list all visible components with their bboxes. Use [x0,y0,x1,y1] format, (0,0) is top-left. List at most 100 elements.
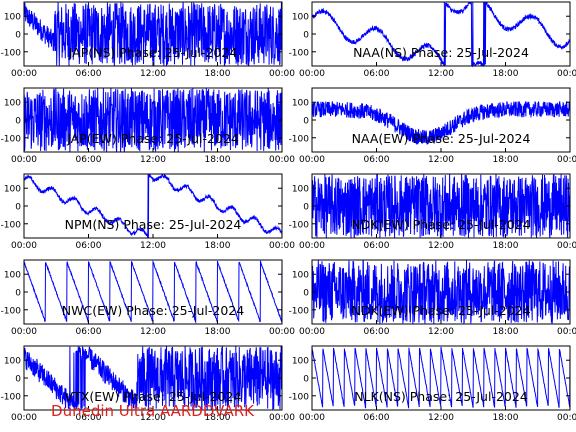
x-tick-label: 18:00 [205,69,231,79]
x-tick-label: 00:00 [11,69,37,79]
x-tick-label: 12:00 [140,69,166,79]
y-tick-label: 100 [4,357,21,367]
x-tick-label: 06:00 [364,413,390,423]
y-tick-label: 100 [292,99,309,109]
y-tick-label: 100 [4,185,21,195]
panel-title: NDK(EW) Phase: 25-Jul-2024 [351,303,530,318]
x-tick-label: 18:00 [493,155,519,165]
panel-title: NAA(EW) Phase: 25-Jul-2024 [352,131,531,146]
y-tick-label: -100 [289,134,310,144]
x-tick-label: 18:00 [493,69,519,79]
x-tick-label: 06:00 [76,69,102,79]
phase-series-line [311,346,571,409]
y-tick-label: -100 [289,48,310,58]
phase-panel: 100 0 -100 00:00 06:00 12:00 18:00 00:00 NDK(EW)… [289,173,576,251]
x-tick-label: 00:00 [557,69,576,79]
footer-label: Dunedin Ultra AARDDVARK [51,402,254,420]
panel-title: JAP(NS) Phase: 25-Jul-2024 [68,45,238,60]
x-tick-label: 12:00 [428,241,454,251]
y-tick-label: 0 [15,289,21,299]
y-tick-label: 100 [4,13,21,23]
x-tick-label: 06:00 [364,327,390,337]
panel-title: NAA(NS) Phase: 25-Jul-2024 [353,45,529,60]
y-tick-label: -100 [1,392,22,402]
x-tick-label: 06:00 [364,69,390,79]
y-tick-label: -100 [1,220,22,230]
x-tick-label: 12:00 [140,241,166,251]
x-tick-label: 06:00 [76,327,102,337]
y-tick-label: 100 [4,271,21,281]
x-tick-label: 12:00 [428,327,454,337]
y-tick-label: 0 [303,31,309,41]
x-tick-label: 06:00 [364,241,390,251]
x-tick-label: 06:00 [76,413,102,423]
y-tick-label: 100 [292,13,309,23]
x-tick-label: 00:00 [269,413,295,423]
x-tick-label: 00:00 [557,413,576,423]
phase-series-line [23,87,283,153]
x-tick-label: 00:00 [11,327,37,337]
phase-panel: 100 0 -100 00:00 06:00 12:00 18:00 00:00 JAP(NS)… [1,1,295,79]
x-tick-label: 12:00 [140,327,166,337]
y-tick-label: 100 [292,185,309,195]
x-tick-label: 00:00 [557,327,576,337]
x-tick-label: 00:00 [269,327,295,337]
y-tick-label: 0 [15,375,21,385]
x-tick-label: 00:00 [11,241,37,251]
y-tick-label: 100 [4,99,21,109]
phase-series-line [311,173,571,238]
phase-panel: 100 0 -100 00:00 06:00 12:00 18:00 00:00 NAA(NS)… [289,1,576,79]
phase-series-line [23,345,283,410]
phase-series-line [311,1,571,68]
y-tick-label: 0 [303,117,309,127]
x-tick-label: 00:00 [11,155,37,165]
x-tick-label: 12:00 [140,155,166,165]
phase-panel: 100 0 -100 00:00 06:00 12:00 18:00 00:00 VTX(EW)… [1,345,295,423]
x-tick-label: 18:00 [205,241,231,251]
x-tick-label: 18:00 [493,413,519,423]
y-tick-label: -100 [1,48,22,58]
phase-series-line [311,259,571,325]
panel-title: NDK(EW) Phase: 25-Jul-2024 [351,217,530,232]
x-tick-label: 06:00 [364,155,390,165]
x-tick-label: 00:00 [557,241,576,251]
y-tick-label: -100 [289,220,310,230]
panel-title: NPM(NS) Phase: 25-Jul-2024 [65,217,242,232]
x-tick-label: 00:00 [299,69,325,79]
phase-panel: 100 0 -100 00:00 06:00 12:00 18:00 00:00 NPM(NS)… [1,173,295,251]
panel-title: JAP(EW) Phase: 25-Jul-2024 [66,131,239,146]
x-tick-label: 00:00 [11,413,37,423]
phase-panel: 100 0 -100 00:00 06:00 12:00 18:00 00:00 NWC(EW)… [1,259,295,337]
y-tick-label: -100 [1,306,22,316]
x-tick-label: 00:00 [299,241,325,251]
x-tick-label: 00:00 [269,155,295,165]
phase-series-line [23,2,283,67]
y-tick-label: -100 [289,392,310,402]
x-tick-label: 12:00 [428,69,454,79]
phase-panel: 100 0 -100 00:00 06:00 12:00 18:00 00:00 NDK(EW)… [289,259,576,337]
x-tick-label: 00:00 [269,241,295,251]
x-tick-label: 00:00 [299,413,325,423]
phase-series-line [23,174,283,238]
y-tick-label: 0 [303,375,309,385]
x-tick-label: 18:00 [493,241,519,251]
x-tick-label: 18:00 [493,327,519,337]
y-tick-label: 0 [303,289,309,299]
phase-panel: 100 0 -100 00:00 06:00 12:00 18:00 00:00 NAA(EW)… [289,87,576,165]
x-tick-label: 06:00 [76,155,102,165]
x-tick-label: 18:00 [205,155,231,165]
y-tick-label: 100 [292,271,309,281]
x-tick-label: 12:00 [428,155,454,165]
x-tick-label: 12:00 [428,413,454,423]
x-tick-label: 00:00 [299,155,325,165]
panel-title: NWC(EW) Phase: 25-Jul-2024 [62,303,244,318]
phase-series-line [311,100,571,145]
x-tick-label: 06:00 [76,241,102,251]
y-tick-label: 0 [15,31,21,41]
y-tick-label: 0 [15,117,21,127]
panel-title: VTX(EW) Phase: 25-Jul-2024 [65,389,242,404]
y-tick-label: -100 [1,134,22,144]
phase-series-line [23,260,283,324]
x-tick-label: 00:00 [557,155,576,165]
